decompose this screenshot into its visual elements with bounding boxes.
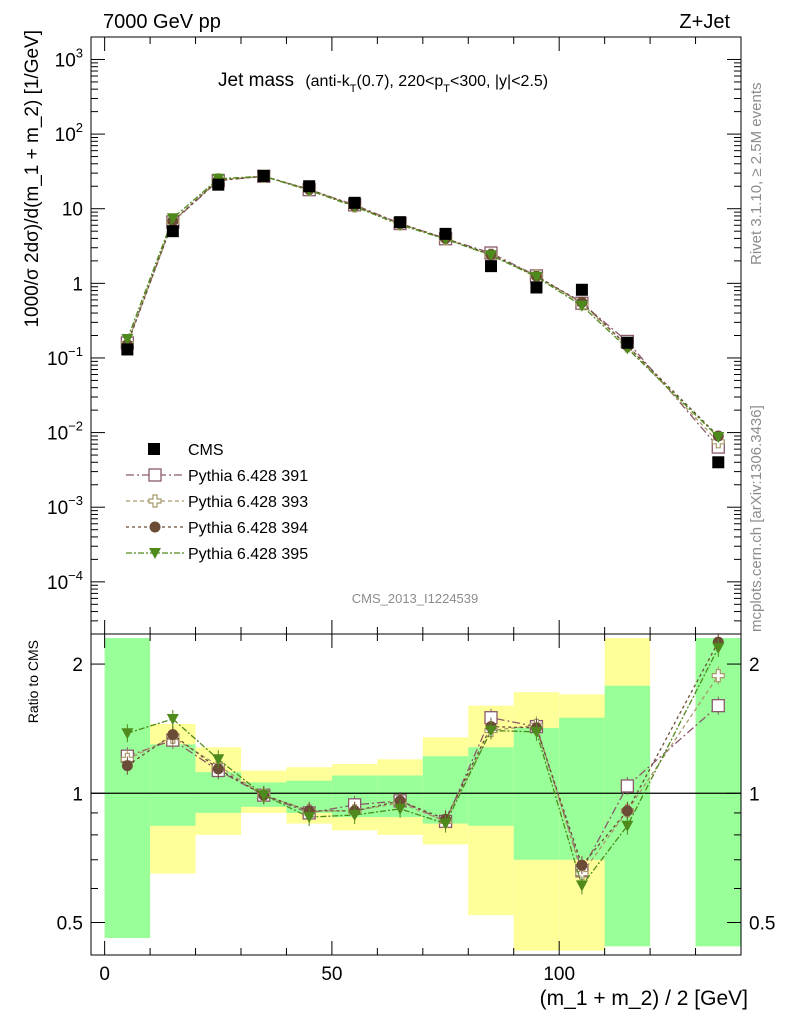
ratio-tick-label-left: 2 bbox=[72, 655, 83, 676]
cms-data-point-2 bbox=[212, 178, 225, 191]
ratio-tick-label-right: 1 bbox=[749, 784, 760, 805]
legend: CMS Pythia 6.428 391 Pythia 6.428 393 Pythi… bbox=[126, 442, 308, 563]
cms-data-point-3 bbox=[257, 169, 270, 182]
energy-label: 7000 GeV pp bbox=[103, 11, 221, 33]
ratio-point-series-3-bin-4 bbox=[303, 812, 316, 824]
cms-data-point-8 bbox=[485, 260, 497, 273]
ratio-point-series-3-bin-10 bbox=[575, 880, 588, 892]
ratio-uncertainty-bands bbox=[104, 638, 741, 951]
ratio-point-series-3-bin-7 bbox=[439, 818, 452, 830]
ratio-point-series-3-bin-2 bbox=[212, 754, 225, 766]
mcplots-label: mcplots.cern.ch [arXiv:1306.3436] bbox=[748, 405, 765, 632]
green-band-bin-0 bbox=[104, 638, 151, 939]
y-tick-label: 10−4 bbox=[47, 568, 83, 594]
ratio-point-series-3-bin-11 bbox=[621, 820, 634, 832]
chart-subtitle: (anti-kT(0.7), 220<pT<300, |y|<2.5) bbox=[305, 73, 548, 95]
legend-marker-series-3 bbox=[149, 548, 161, 559]
ratio-point-series-0-bin-11 bbox=[620, 779, 635, 793]
y-tick-label: 10 bbox=[62, 200, 83, 221]
ratio-point-series-3-bin-1 bbox=[166, 713, 179, 725]
main-line-series-2 bbox=[126, 175, 719, 437]
x-tick-label: 100 bbox=[543, 964, 575, 985]
y-tick-label: 10−1 bbox=[47, 344, 83, 370]
main-point-series-3-bin-12 bbox=[712, 432, 725, 444]
legend-marker-series-1 bbox=[148, 494, 162, 508]
main-point-series-3-bin-10 bbox=[575, 300, 588, 312]
legend-label-series-2: Pythia 6.428 394 bbox=[188, 520, 308, 537]
chart-title: Jet mass (anti-kT(0.7), 220<pT<300, |y|<… bbox=[218, 70, 548, 95]
ratio-tick-label-right: 2 bbox=[749, 655, 760, 676]
ratio-plot-frame bbox=[90, 633, 742, 956]
y-tick-label: 102 bbox=[55, 120, 83, 146]
cms-data-point-11 bbox=[621, 336, 634, 349]
main-frame-rect bbox=[90, 36, 742, 635]
cms-data-point-0 bbox=[121, 343, 134, 356]
x-axis-ticks: 0 50 100 bbox=[99, 37, 742, 985]
legend-marker-cms bbox=[148, 443, 160, 455]
ratio-series-layer bbox=[120, 633, 725, 895]
ratio-point-series-1-bin-12 bbox=[711, 668, 725, 683]
main-line-series-1 bbox=[126, 175, 719, 443]
ratio-point-series-2-bin-2 bbox=[212, 763, 224, 775]
ratio-point-series-2-bin-1 bbox=[167, 729, 179, 741]
analysis-id-label: CMS_2013_I1224539 bbox=[352, 591, 479, 606]
cms-data-point-9 bbox=[530, 281, 543, 294]
legend-label-series-0: Pythia 6.428 391 bbox=[188, 468, 308, 485]
cms-data-point-12 bbox=[712, 456, 725, 469]
ratio-point-series-3-bin-9 bbox=[530, 726, 543, 738]
x-axis-label: (m_1 + m_2) / 2 [GeV] bbox=[540, 987, 748, 1010]
ratio-point-series-3-bin-12 bbox=[712, 642, 725, 654]
y-tick-label: 10−2 bbox=[47, 419, 83, 445]
ratio-y-axis-ticks: 0.5 0.5 1 1 2 2 bbox=[57, 655, 776, 934]
ratio-tick-label-right: 0.5 bbox=[749, 913, 775, 934]
ratio-tick-label-left: 0.5 bbox=[57, 913, 83, 934]
cms-data-point-10 bbox=[575, 283, 588, 296]
ratio-point-series-0-bin-12 bbox=[711, 699, 725, 713]
main-line-series-3 bbox=[126, 175, 719, 438]
main-point-series-3-bin-0 bbox=[121, 334, 134, 346]
green-band-bin-12 bbox=[695, 638, 741, 947]
ratio-y-axis-label: Ratio to CMS bbox=[25, 640, 41, 723]
main-point-series-3-bin-8 bbox=[485, 250, 497, 262]
y-axis-label: 1000/σ 2dσ)/d(m_1 + m_2) [1/GeV] bbox=[22, 30, 43, 328]
ratio-point-series-2-bin-10 bbox=[576, 859, 588, 871]
legend-marker-series-2 bbox=[149, 521, 161, 533]
y-tick-label: 10−3 bbox=[47, 493, 83, 519]
ratio-point-series-3-bin-3 bbox=[257, 790, 270, 802]
main-plot-frame bbox=[90, 36, 742, 635]
legend-label-series-3: Pythia 6.428 395 bbox=[188, 546, 308, 563]
y-tick-label: 103 bbox=[55, 45, 83, 71]
ratio-tick-label-left: 1 bbox=[72, 784, 83, 805]
main-y-axis-ticks: 10−4 10−3 10−2 10−1 1 10 102 103 bbox=[47, 36, 741, 635]
cms-data-point-5 bbox=[348, 196, 361, 209]
cms-data-point-1 bbox=[166, 225, 179, 238]
ratio-point-series-3-bin-6 bbox=[394, 803, 407, 815]
process-label: Z+Jet bbox=[679, 11, 730, 33]
ratio-point-series-3-bin-5 bbox=[348, 810, 361, 822]
main-series-layer bbox=[120, 169, 725, 469]
green-band-bin-1 bbox=[150, 744, 196, 826]
green-band-bin-10 bbox=[559, 717, 605, 860]
x-tick-label: 50 bbox=[321, 964, 342, 985]
rivet-version-label: Rivet 3.1.10, ≥ 2.5M events bbox=[748, 83, 765, 266]
main-point-series-3-bin-1 bbox=[166, 213, 179, 225]
cms-data-point-4 bbox=[303, 180, 316, 193]
legend-label-cms: CMS bbox=[188, 442, 224, 459]
main-line-series-0 bbox=[126, 175, 719, 448]
ratio-frame-rect bbox=[90, 633, 742, 956]
x-tick-label: 0 bbox=[99, 964, 110, 985]
ratio-point-series-2-bin-11 bbox=[621, 805, 633, 817]
ratio-point-series-2-bin-0 bbox=[121, 760, 133, 772]
main-point-series-3-bin-9 bbox=[530, 271, 543, 283]
y-tick-label: 1 bbox=[72, 274, 83, 295]
cms-data-point-6 bbox=[394, 216, 407, 229]
ratio-point-series-3-bin-0 bbox=[121, 728, 134, 740]
ratio-point-series-3-bin-8 bbox=[485, 725, 497, 737]
legend-marker-series-0 bbox=[148, 468, 162, 482]
cms-data-point-7 bbox=[439, 227, 452, 240]
legend-label-series-1: Pythia 6.428 393 bbox=[188, 494, 308, 511]
